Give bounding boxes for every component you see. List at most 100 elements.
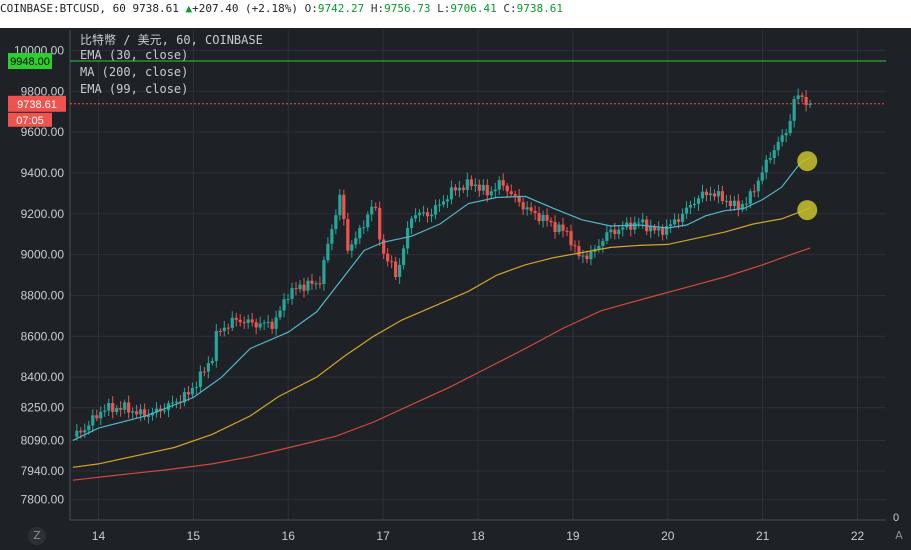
candle-body [485, 184, 489, 196]
candle-body [724, 200, 729, 202]
arrow-up-icon: ▲ [185, 2, 193, 15]
candle-body [429, 214, 434, 217]
candle-body [398, 264, 402, 278]
candle-body [545, 214, 549, 221]
candle-body [756, 180, 760, 192]
candle-body [374, 206, 378, 208]
candle-body [226, 327, 230, 329]
candle-body [115, 408, 119, 412]
candle-body [501, 180, 505, 186]
high-value: 9756.73 [384, 2, 431, 15]
legend-ema30[interactable]: EMA (30, close) [80, 48, 189, 62]
candle-body [234, 317, 238, 320]
highlight-circle [797, 151, 818, 172]
legend-ema99[interactable]: EMA (99, close) [80, 82, 189, 96]
legend-main[interactable]: 比特幣 / 美元, 60, COINBASE [80, 33, 263, 47]
candle-body [318, 283, 322, 285]
candle-body [238, 319, 242, 323]
candle-body [127, 402, 131, 413]
candle-body [246, 319, 250, 323]
candle-body [162, 410, 167, 412]
candle-body [684, 207, 689, 214]
candle-body [206, 363, 210, 372]
low-label: L: [437, 2, 451, 15]
candle-body [182, 392, 187, 403]
candle-body [421, 212, 426, 214]
candle-body [131, 411, 135, 413]
y-tick-label: 7800.00 [21, 493, 65, 507]
ema99-line [72, 207, 811, 468]
chart-area[interactable] [0, 28, 911, 550]
candle-body [99, 411, 103, 419]
candle-body [589, 251, 593, 260]
candle-body [107, 402, 111, 411]
candle-body [629, 222, 633, 230]
x-tick-label: 18 [471, 529, 485, 543]
candle-body [119, 408, 123, 410]
low-value: 9706.41 [450, 2, 497, 15]
candle-body [633, 222, 637, 230]
candle-body [338, 194, 342, 216]
candle-body [445, 199, 450, 202]
candle-body [489, 191, 493, 196]
candle-body [764, 159, 768, 173]
countdown-text: 07:05 [16, 115, 44, 127]
candle-body [266, 321, 270, 323]
highlight-circle [797, 200, 818, 221]
candle-body [222, 327, 226, 332]
y-tick-label: 9200.00 [21, 207, 65, 221]
candle-body [306, 280, 310, 291]
candle-body [513, 194, 517, 196]
candle-body [672, 219, 677, 225]
candle-body [688, 204, 693, 208]
candle-body [79, 430, 83, 433]
candle-body [218, 330, 222, 332]
x-tick-label: 20 [661, 529, 675, 543]
candle-body [310, 280, 314, 284]
candle-body [776, 141, 780, 151]
candle-body [788, 120, 792, 134]
zoom-button[interactable]: Z [28, 527, 46, 545]
x-tick-label: 21 [756, 529, 770, 543]
candle-body [453, 187, 458, 191]
y-tick-label: 7940.00 [21, 464, 65, 478]
symbol-info-bar: COINBASE:BTCUSD, 60 9738.61 ▲+207.40 (+2… [0, 0, 911, 18]
candle-body [792, 99, 796, 121]
candle-body [437, 204, 442, 206]
candle-body [386, 253, 390, 262]
y-tick-label: 9000.00 [21, 248, 65, 262]
candle-body [505, 185, 509, 192]
symbol-label[interactable]: COINBASE:BTCUSD, 60 [0, 2, 126, 15]
candle-body [549, 220, 553, 223]
candle-body [174, 401, 179, 403]
candle-body [103, 410, 107, 412]
candle-body [680, 213, 685, 222]
candle-body [760, 172, 764, 181]
candle-body [740, 204, 744, 210]
candle-body [561, 224, 565, 231]
ma200-line [72, 247, 811, 481]
candle-body [150, 412, 155, 416]
legend-ma200[interactable]: MA (200, close) [80, 65, 189, 79]
candle-body [736, 200, 740, 210]
candle-body [282, 299, 286, 311]
scale-zero-label: 0 [893, 512, 899, 524]
candle-body [75, 430, 79, 437]
auto-scale-button[interactable]: A [895, 529, 903, 542]
candle-body [569, 231, 573, 246]
candle-body [370, 206, 374, 215]
candle-body [653, 226, 657, 231]
candle-body [700, 191, 705, 199]
x-tick-label: 15 [187, 529, 201, 543]
candle-body [521, 202, 525, 210]
candle-body [808, 103, 812, 105]
candle-body [194, 386, 198, 388]
candle-body [378, 207, 382, 240]
candle-body [394, 261, 398, 278]
candle-body [354, 238, 358, 245]
candle-body [537, 213, 541, 222]
open-value: 9742.27 [317, 2, 365, 15]
candle-body [461, 187, 465, 190]
x-tick-label: 16 [282, 529, 296, 543]
